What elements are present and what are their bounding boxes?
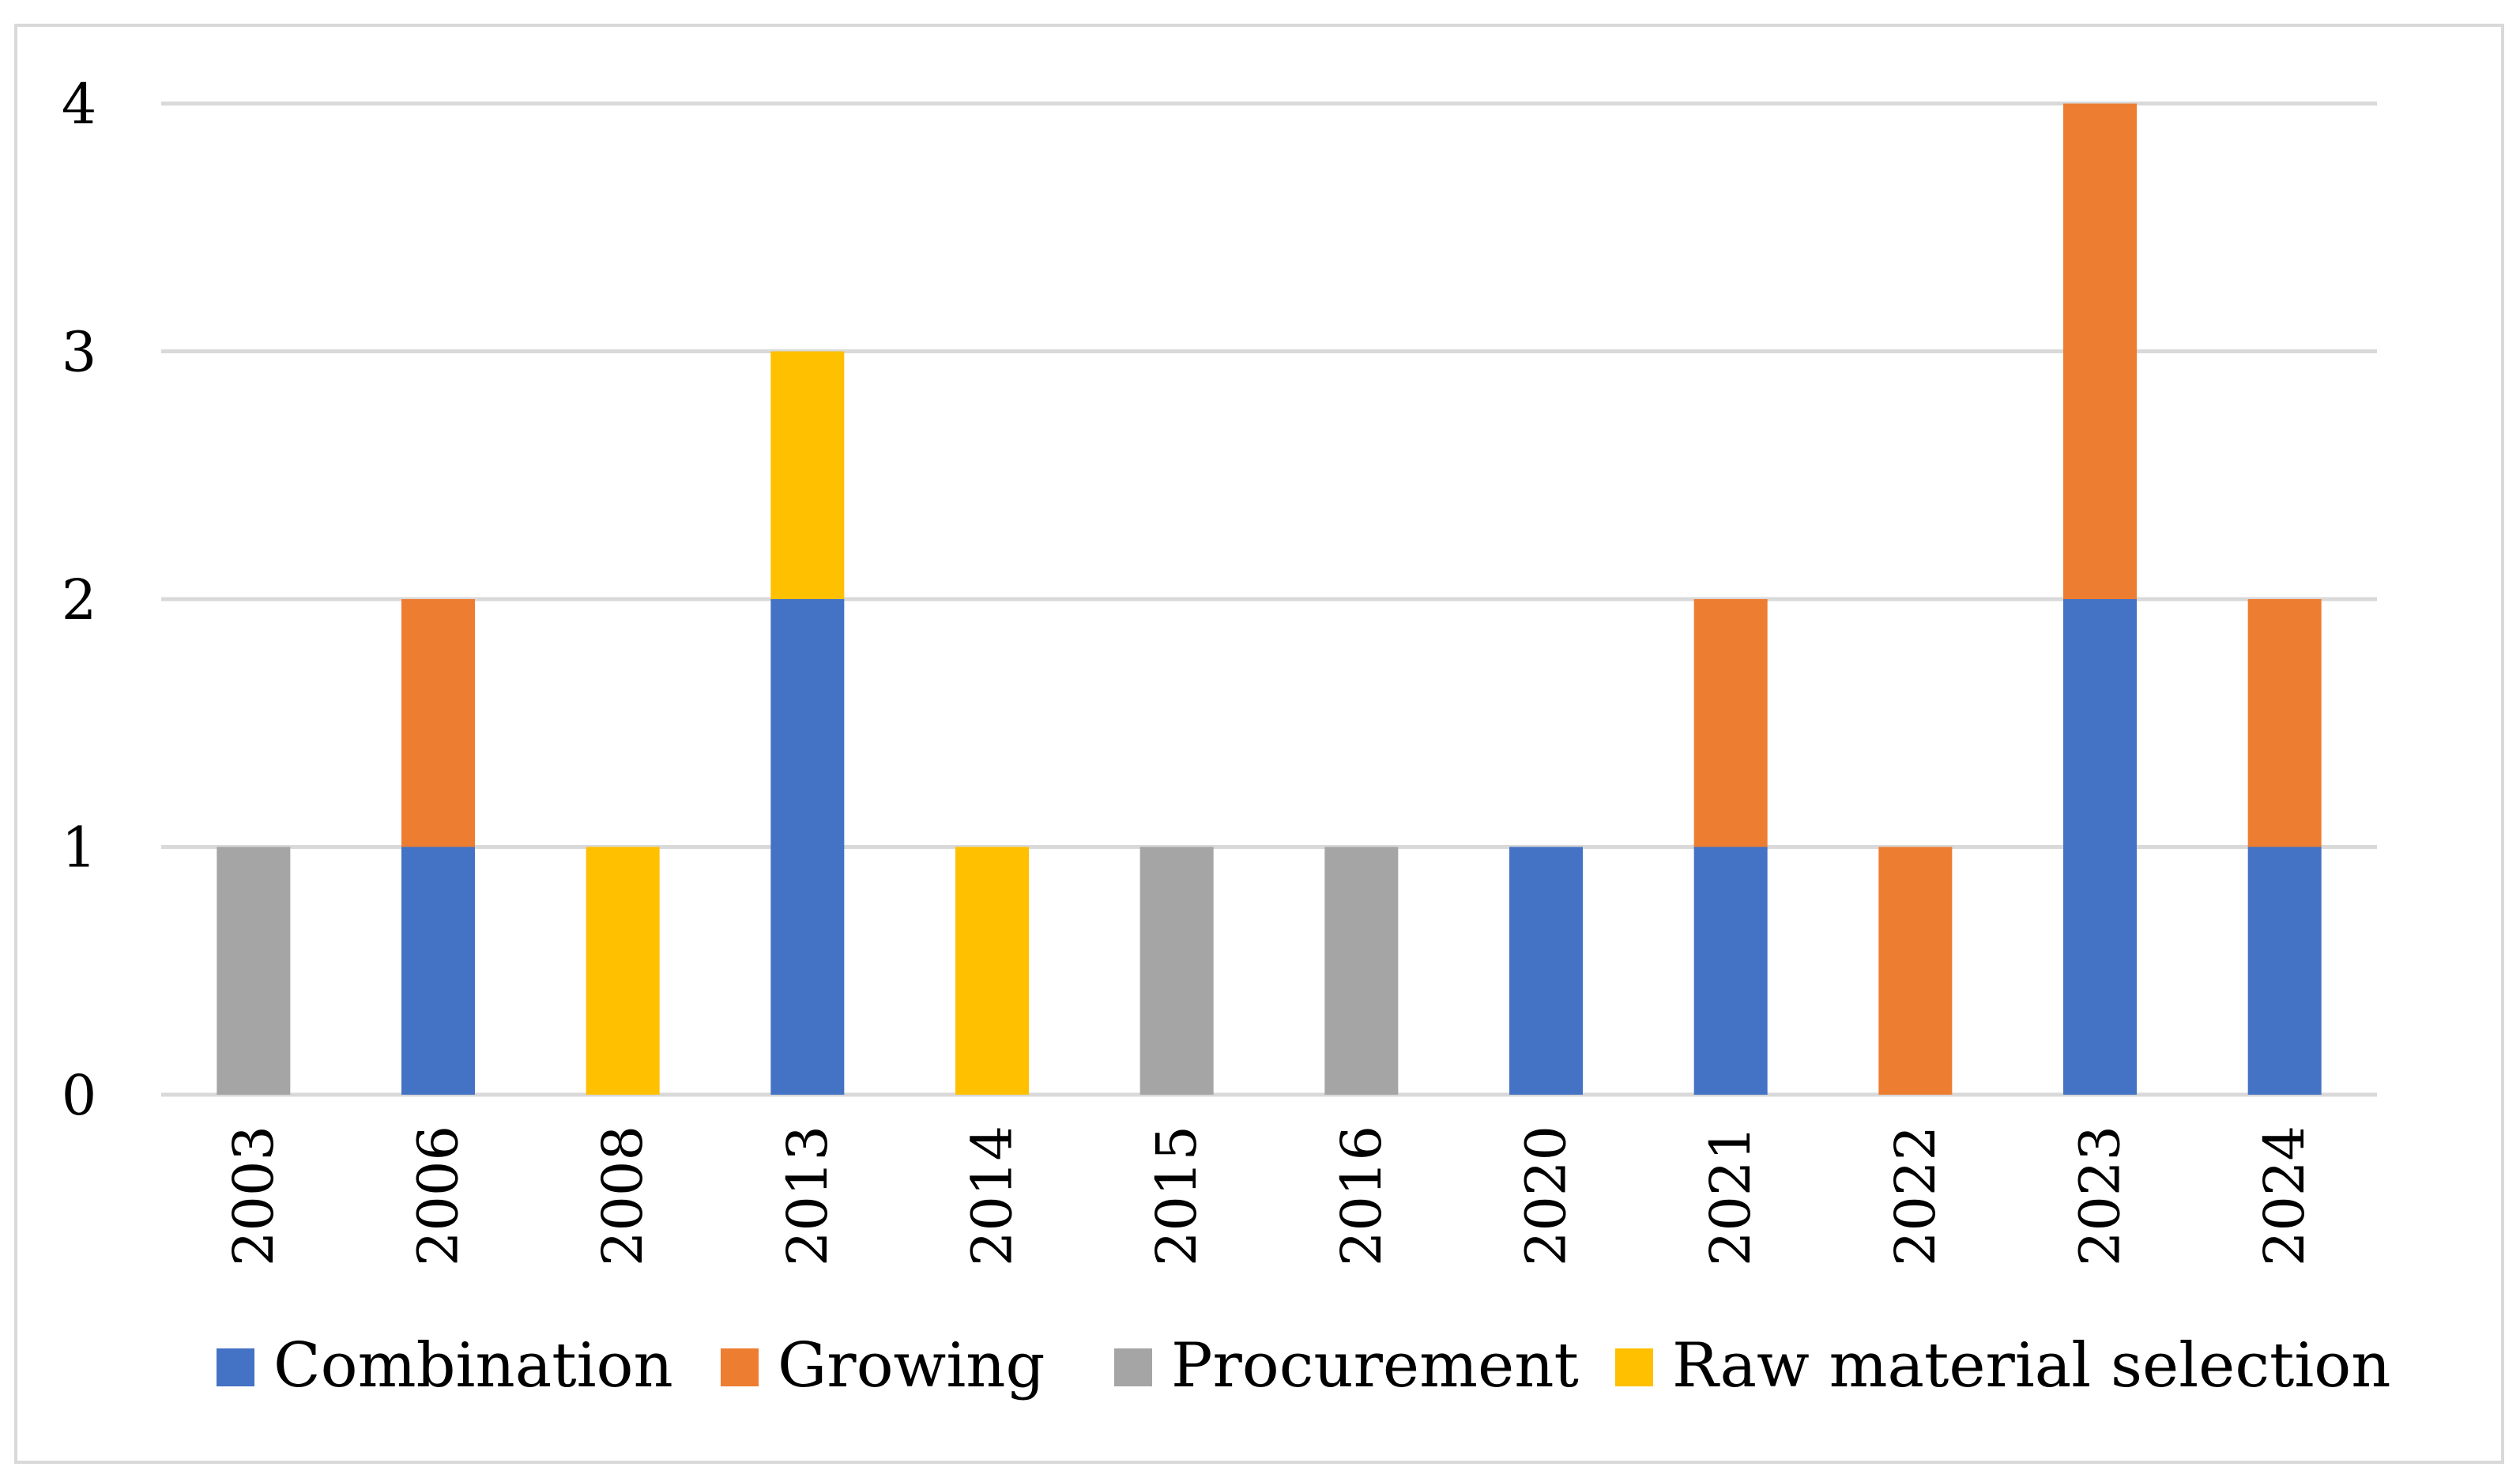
y-tick-label: 1 <box>62 816 97 881</box>
legend-item-procurement: Procurement <box>1114 1330 1579 1401</box>
legend-label: Procurement <box>1171 1330 1579 1401</box>
bar-procurement-2015 <box>1139 847 1214 1095</box>
bar-combination-2021 <box>1693 847 1768 1095</box>
bar-growing-2021 <box>1693 599 1768 847</box>
x-axis: 2003 2006 2008 2013 2014 2015 2016 2020 … <box>221 1126 2317 1266</box>
x-tick-label: 2013 <box>775 1126 840 1266</box>
bar-raw-material-selection-2008 <box>586 847 660 1095</box>
bar-combination-2006 <box>401 847 475 1095</box>
y-tick-label: 2 <box>62 568 97 632</box>
bar-procurement-2003 <box>217 847 291 1095</box>
x-tick-label: 2023 <box>2068 1126 2133 1266</box>
x-tick-label: 2021 <box>1698 1126 1763 1266</box>
legend-label: Raw material selection <box>1672 1330 2391 1401</box>
x-tick-label: 2024 <box>2252 1126 2317 1266</box>
bar-growing-2022 <box>1878 847 1953 1095</box>
x-tick-label: 2022 <box>1883 1126 1948 1266</box>
y-axis: 0 1 2 3 4 <box>62 72 97 1128</box>
bar-combination-2024 <box>2247 847 2322 1095</box>
bar-raw-material-selection-2013 <box>770 351 845 599</box>
legend-label: Combination <box>273 1330 673 1401</box>
bar-combination-2020 <box>1509 847 1583 1095</box>
bar-raw-material-selection-2014 <box>955 847 1029 1095</box>
legend-swatch <box>1114 1348 1152 1386</box>
legend-item-combination: Combination <box>217 1330 673 1401</box>
legend-swatch <box>721 1348 759 1386</box>
x-tick-label: 2016 <box>1329 1126 1394 1266</box>
x-tick-label: 2015 <box>1144 1126 1209 1266</box>
bar-combination-2013 <box>770 599 845 1095</box>
bar-procurement-2016 <box>1324 847 1399 1095</box>
gridlines <box>161 101 2377 1097</box>
legend: Combination Growing Procurement Raw mate… <box>217 1330 2391 1401</box>
x-tick-label: 2020 <box>1514 1126 1579 1266</box>
bar-growing-2024 <box>2247 599 2322 847</box>
y-tick-label: 0 <box>62 1063 97 1128</box>
legend-swatch <box>217 1348 254 1386</box>
legend-item-raw-material-selection: Raw material selection <box>1615 1330 2391 1401</box>
legend-item-growing: Growing <box>721 1330 1045 1401</box>
y-tick-label: 4 <box>62 72 97 137</box>
legend-label: Growing <box>778 1330 1045 1401</box>
bar-growing-2023 <box>2063 104 2137 599</box>
x-tick-label: 2008 <box>590 1126 655 1266</box>
chart-frame: 0 1 2 3 4 2003 2006 2008 2013 2014 2015 … <box>14 24 2504 1464</box>
stacked-bar-chart: 0 1 2 3 4 2003 2006 2008 2013 2014 2015 … <box>62 72 2391 1401</box>
x-tick-label: 2014 <box>960 1126 1025 1266</box>
bar-growing-2006 <box>401 599 475 847</box>
x-tick-label: 2006 <box>406 1126 471 1266</box>
legend-swatch <box>1615 1348 1653 1386</box>
bar-combination-2023 <box>2063 599 2137 1095</box>
y-tick-label: 3 <box>62 320 97 385</box>
x-tick-label: 2003 <box>221 1126 286 1266</box>
bars <box>217 104 2322 1095</box>
